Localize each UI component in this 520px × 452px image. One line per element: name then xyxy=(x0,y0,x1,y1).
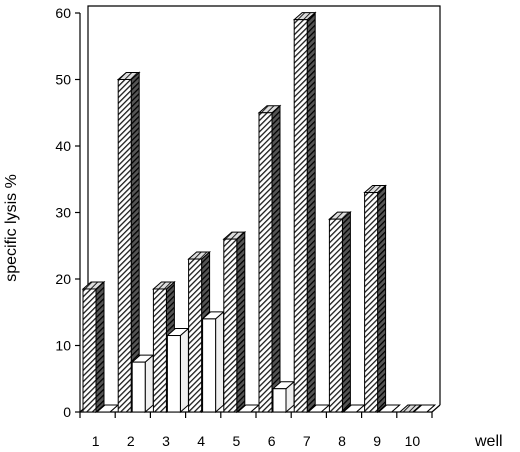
bar-series-1 xyxy=(398,404,423,413)
y-tick-label: 0 xyxy=(63,404,71,420)
x-axis-title: well xyxy=(474,433,503,450)
y-tick-label: 30 xyxy=(55,205,71,221)
bar-series-2 xyxy=(166,327,190,414)
bar-series-1 xyxy=(292,11,317,414)
x-tick-label: 2 xyxy=(127,433,135,449)
x-tick-label: 3 xyxy=(162,433,170,449)
bar-series-1 xyxy=(328,211,352,414)
bars xyxy=(81,11,437,414)
y-axis-title: specific lysis % xyxy=(3,174,20,282)
x-tick-label: 9 xyxy=(373,433,381,449)
x-tick-label: 6 xyxy=(268,433,276,449)
y-tick-label: 20 xyxy=(55,271,71,287)
x-tick-label: 1 xyxy=(92,433,100,449)
x-tick-label: 10 xyxy=(405,433,421,449)
y-axis-ticks: 0 10 20 30 40 50 60 xyxy=(55,5,80,420)
bar-series-1 xyxy=(257,104,282,414)
y-tick-label: 60 xyxy=(55,5,71,21)
y-tick-label: 40 xyxy=(55,138,71,154)
x-tick-label: 5 xyxy=(233,433,241,449)
back-wall xyxy=(87,5,441,405)
x-axis-ticks: 1 2 3 4 5 6 7 8 9 10 xyxy=(79,412,433,449)
bar-series-2 xyxy=(271,380,296,414)
bar-series-1 xyxy=(222,230,247,414)
x-tick-label: 4 xyxy=(197,433,205,449)
x-tick-label: 8 xyxy=(338,433,346,449)
bar-series-1 xyxy=(81,280,106,414)
bar-series-2 xyxy=(130,354,155,414)
bar-series-2 xyxy=(201,310,225,414)
bar-series-2 xyxy=(377,404,401,413)
bar-series-2 xyxy=(412,404,437,413)
left-depth-bottom xyxy=(431,404,441,413)
bar-series-1 xyxy=(363,184,387,414)
x-tick-label: 7 xyxy=(303,433,311,449)
y-tick-label: 10 xyxy=(55,338,71,354)
y-tick-label: 50 xyxy=(55,72,71,88)
